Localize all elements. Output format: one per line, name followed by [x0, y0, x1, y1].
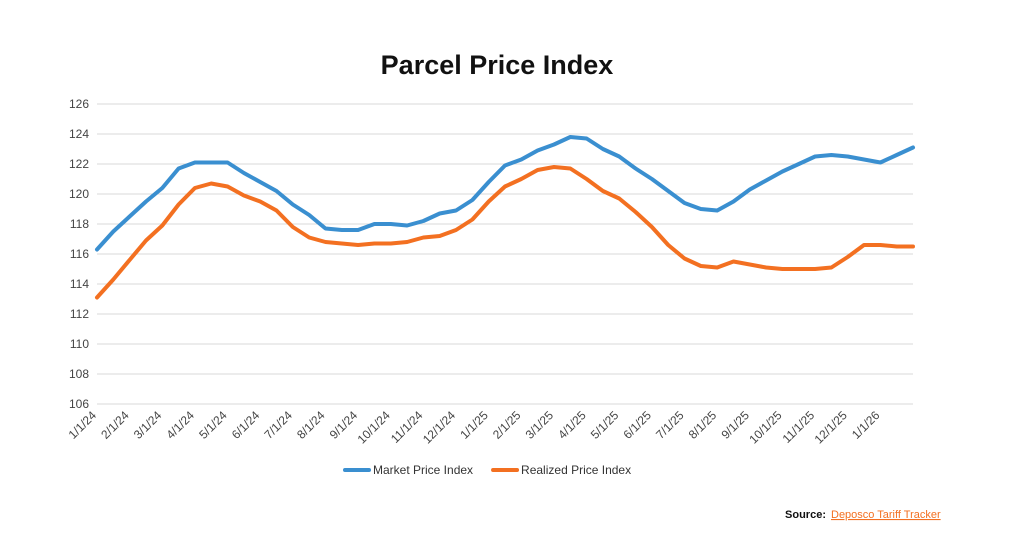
x-tick-label: 3/1/25: [523, 408, 557, 442]
x-tick-label: 6/1/25: [621, 408, 655, 442]
y-tick-label: 126: [69, 97, 89, 111]
x-tick-label: 10/1/25: [746, 408, 784, 446]
line-series: [95, 165, 915, 300]
source-link[interactable]: Deposco Tariff Tracker: [831, 509, 941, 521]
y-tick-label: 106: [69, 397, 89, 411]
x-tick-label: 10/1/24: [355, 408, 393, 446]
x-tick-label: 7/1/25: [653, 408, 687, 442]
y-tick-label: 114: [70, 277, 89, 291]
x-tick-label: 1/1/25: [457, 408, 491, 442]
x-tick-label: 11/1/25: [780, 408, 818, 446]
y-tick-label: 124: [69, 127, 89, 141]
x-tick-label: 1/1/24: [66, 408, 100, 442]
y-tick-label: 110: [70, 337, 89, 351]
x-tick-label: 11/1/24: [388, 408, 426, 446]
chart-title: Parcel Price Index: [381, 50, 614, 80]
legend-label: Market Price Index: [373, 463, 473, 477]
x-tick-label: 3/1/24: [131, 408, 165, 442]
y-tick-label: 112: [70, 307, 89, 321]
x-tick-label: 6/1/24: [229, 408, 263, 442]
y-tick-label: 122: [69, 157, 89, 171]
x-tick-label: 12/1/25: [812, 408, 850, 446]
y-tick-label: 108: [69, 367, 89, 381]
x-tick-label: 7/1/24: [261, 408, 295, 442]
x-tick-label: 5/1/24: [196, 408, 230, 442]
y-tick-label: 116: [70, 247, 89, 261]
x-tick-label: 5/1/25: [588, 408, 622, 442]
x-tick-label: 12/1/24: [420, 408, 458, 446]
x-tick-label: 4/1/25: [555, 408, 589, 442]
legend-label: Realized Price Index: [521, 463, 631, 477]
line-series: [95, 135, 915, 252]
source-label: Source:: [785, 509, 826, 521]
x-tick-label: 8/1/24: [294, 408, 328, 442]
x-tick-label: 4/1/24: [164, 408, 198, 442]
x-tick-label: 2/1/24: [98, 408, 132, 442]
y-tick-label: 118: [70, 217, 89, 231]
x-tick-label: 8/1/25: [686, 408, 720, 442]
x-tick-label: 2/1/25: [490, 408, 524, 442]
y-tick-label: 120: [69, 187, 89, 201]
x-tick-label: 1/1/26: [849, 408, 883, 442]
